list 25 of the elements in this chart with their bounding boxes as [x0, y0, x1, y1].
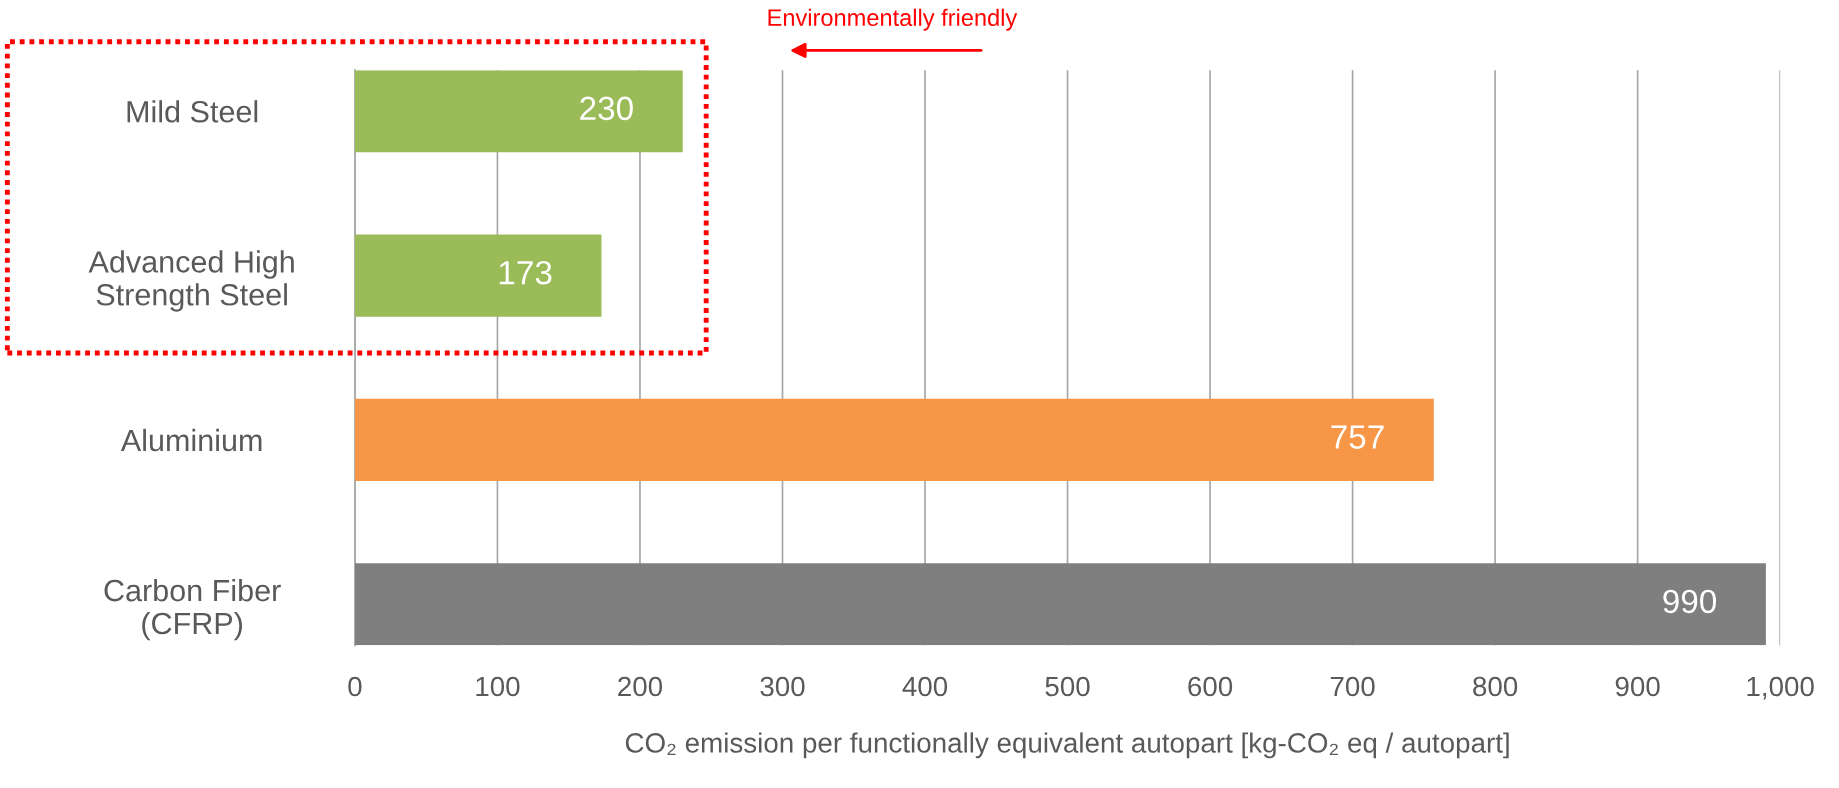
y-tick-label: Mild Steel [127, 100, 258, 123]
data-label: 990 [1663, 589, 1717, 614]
x-tick-label: 500 [1045, 676, 1090, 697]
x-tick-label: 900 [1615, 676, 1660, 697]
y-tick-label: Advanced High Strength Steel [88, 250, 294, 312]
x-tick-label: 100 [476, 676, 520, 697]
x-tick-label: 0 [348, 676, 362, 697]
data-label: 230 [580, 96, 633, 121]
x-tick-label: 300 [760, 676, 805, 697]
x-tick-label: 400 [902, 676, 948, 697]
data-label: 757 [1331, 425, 1384, 449]
bar [354, 563, 1766, 646]
data-label: 173 [499, 260, 552, 285]
x-tick-label: 200 [618, 676, 663, 697]
x-tick-label: 1,000 [1747, 676, 1814, 700]
y-tick-label: Carbon Fiber (CFRP) [104, 578, 281, 641]
text: Environmentally friendly [768, 8, 1018, 31]
x-axis-title: CO₂ emission per functionally equivalent autopart [kg-CO₂ eq / autopart] [625, 732, 1509, 759]
bar [354, 70, 683, 153]
bar [354, 398, 1434, 482]
x-tick-label: 700 [1330, 676, 1375, 697]
bar [354, 234, 602, 317]
y-tick-label: Aluminium [120, 428, 262, 452]
x-tick-label: 600 [1188, 676, 1233, 697]
x-tick-label: 800 [1473, 676, 1518, 697]
